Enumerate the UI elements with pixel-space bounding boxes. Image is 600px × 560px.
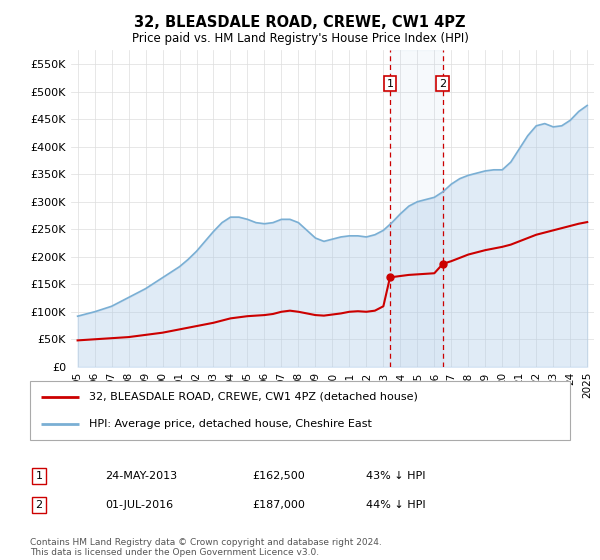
Text: Contains HM Land Registry data © Crown copyright and database right 2024.
This d: Contains HM Land Registry data © Crown c… — [30, 538, 382, 557]
Text: 43% ↓ HPI: 43% ↓ HPI — [366, 471, 425, 481]
Text: £187,000: £187,000 — [252, 500, 305, 510]
Text: 1: 1 — [35, 471, 43, 481]
Text: 32, BLEASDALE ROAD, CREWE, CW1 4PZ (detached house): 32, BLEASDALE ROAD, CREWE, CW1 4PZ (deta… — [89, 391, 418, 402]
Bar — [390, 50, 443, 367]
Text: HPI: Average price, detached house, Cheshire East: HPI: Average price, detached house, Ches… — [89, 419, 372, 429]
Text: Price paid vs. HM Land Registry's House Price Index (HPI): Price paid vs. HM Land Registry's House … — [131, 32, 469, 45]
Text: 44% ↓ HPI: 44% ↓ HPI — [366, 500, 425, 510]
Text: 1: 1 — [386, 78, 394, 88]
FancyBboxPatch shape — [30, 381, 570, 440]
Text: 24-MAY-2013: 24-MAY-2013 — [105, 471, 177, 481]
Text: 32, BLEASDALE ROAD, CREWE, CW1 4PZ: 32, BLEASDALE ROAD, CREWE, CW1 4PZ — [134, 15, 466, 30]
Text: 2: 2 — [35, 500, 43, 510]
Text: 01-JUL-2016: 01-JUL-2016 — [105, 500, 173, 510]
Text: 2: 2 — [439, 78, 446, 88]
Text: £162,500: £162,500 — [252, 471, 305, 481]
